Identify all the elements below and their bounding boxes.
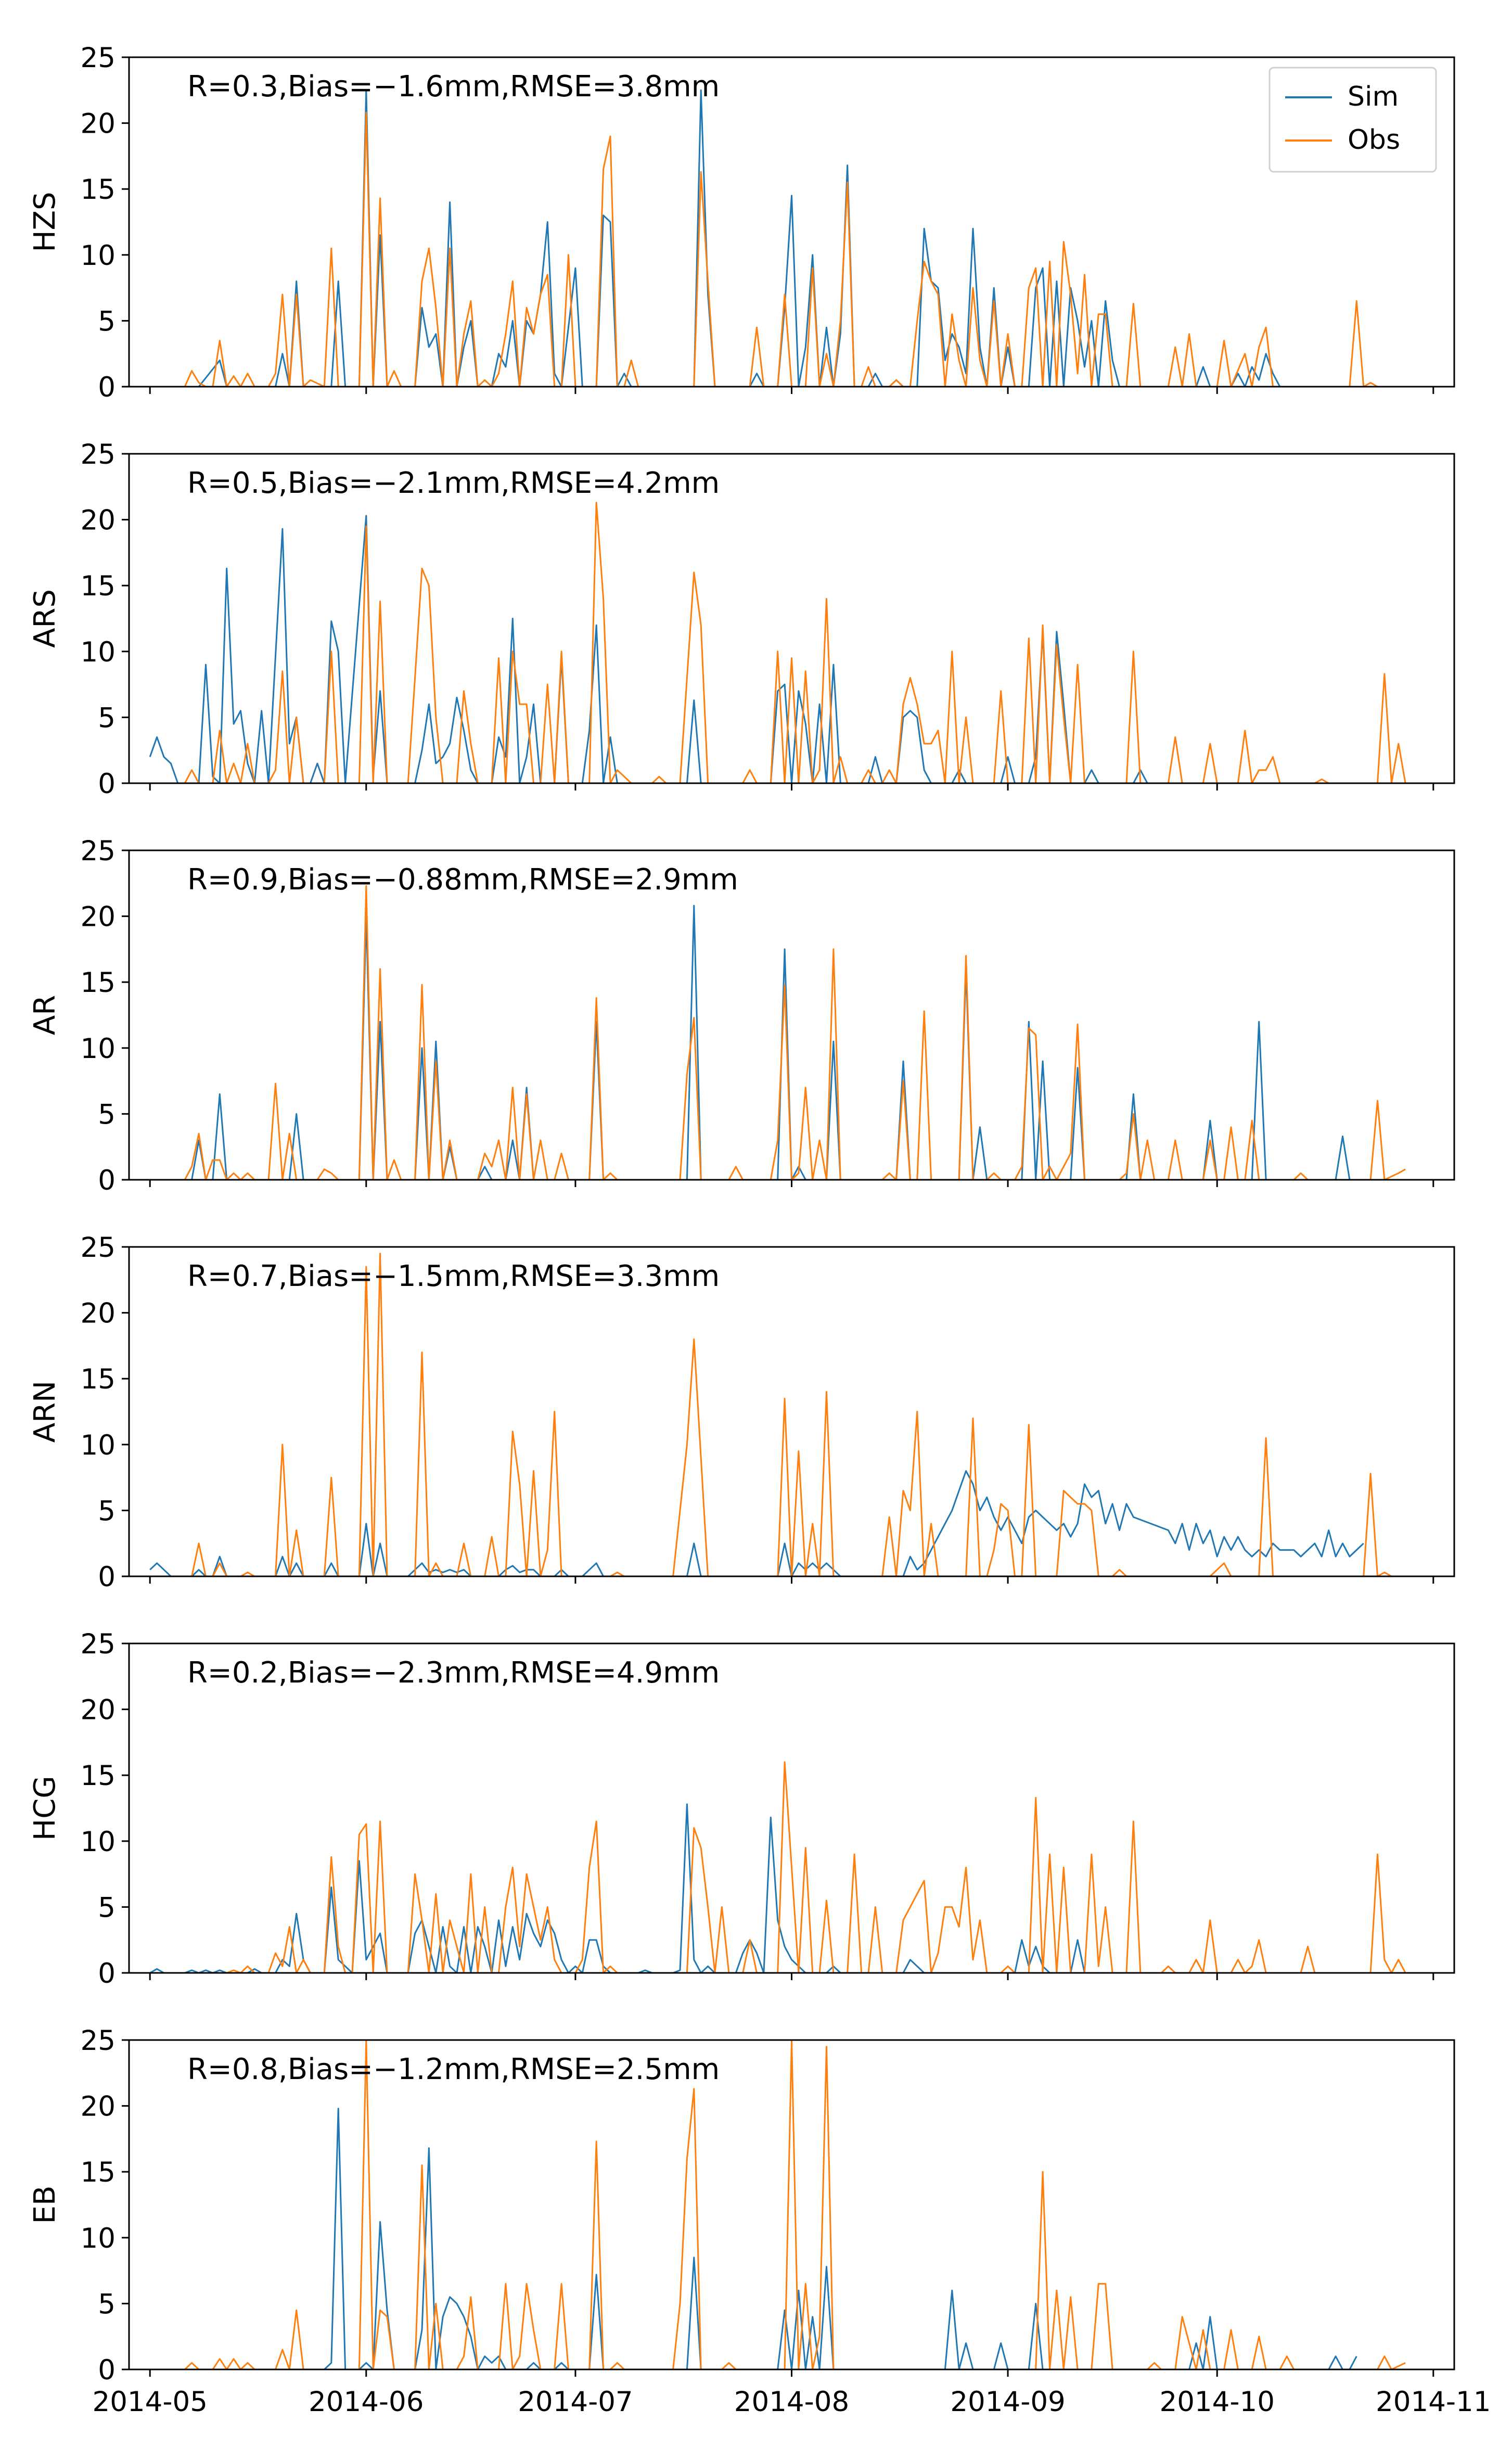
y-tick-label: 20 [81, 1298, 116, 1330]
y-axis-label: ARN [28, 1381, 62, 1443]
y-tick-label: 15 [81, 570, 116, 602]
y-tick-label: 0 [98, 1561, 116, 1593]
y-axis-label: AR [28, 995, 62, 1035]
y-axis-label: HZS [28, 192, 62, 252]
y-axis-label: HCG [28, 1776, 62, 1841]
panel-hzs: 0 5 10 15 20 25 HZS R=0.3,Bias=−1.6mm,RMSE=3.8m… [28, 42, 1455, 403]
y-tick-label: 20 [81, 1694, 116, 1726]
x-tick-label: 2014-05 [92, 2386, 207, 2418]
y-tick-label: 15 [81, 967, 116, 999]
y-tick-label: 20 [81, 901, 116, 933]
stats-annotation: R=0.5,Bias=−2.1mm,RMSE=4.2mm [187, 466, 720, 500]
y-tick-label: 25 [81, 835, 116, 867]
y-tick-label: 10 [81, 636, 116, 668]
legend-obs-label: Obs [1348, 124, 1400, 156]
y-tick-label: 10 [81, 240, 116, 272]
y-tick-label: 25 [81, 1628, 116, 1660]
y-tick-label: 25 [81, 1232, 116, 1264]
legend: Sim Obs [1268, 67, 1437, 173]
y-tick-label: 20 [81, 108, 116, 140]
series-line-sim [198, 89, 1281, 388]
x-tick-label: 2014-06 [309, 2386, 424, 2418]
stats-annotation: R=0.9,Bias=−0.88mm,RMSE=2.9mm [187, 863, 738, 897]
x-tick-label: 2014-10 [1159, 2386, 1274, 2418]
y-tick-label: 25 [81, 2025, 116, 2057]
panels: 0 5 10 15 20 25 HZS R=0.3,Bias=−1.6mm,RMSE=3.8m… [28, 42, 1491, 2418]
stats-annotation: R=0.2,Bias=−2.3mm,RMSE=4.9mm [187, 1656, 720, 1690]
y-tick-label: 10 [81, 1430, 116, 1461]
panel-ar: 0 5 10 15 20 25 AR R=0.9,Bias=−0.88mm,RMSE=2.9m… [28, 835, 1455, 1196]
y-tick-label: 15 [81, 174, 116, 206]
y-tick-label: 0 [98, 372, 116, 403]
y-tick-label: 20 [81, 505, 116, 537]
y-tick-label: 10 [81, 2223, 116, 2254]
y-tick-label: 25 [81, 439, 116, 470]
y-tick-label: 0 [98, 1165, 116, 1196]
y-tick-label: 0 [98, 2354, 116, 2386]
y-tick-label: 5 [98, 2288, 116, 2320]
stats-annotation: R=0.7,Bias=−1.5mm,RMSE=3.3mm [187, 1259, 720, 1293]
y-tick-label: 25 [81, 42, 116, 74]
y-tick-label: 15 [81, 1363, 116, 1395]
y-tick-label: 15 [81, 1760, 116, 1792]
panel-hcg: 0 5 10 15 20 25 HCG R=0.2,Bias=−2.3mm,RMSE=4.9m… [28, 1628, 1455, 1990]
y-tick-label: 5 [98, 702, 116, 734]
legend-sim-label: Sim [1348, 81, 1399, 112]
panel-arn: 0 5 10 15 20 25 ARN R=0.7,Bias=−1.5mm,RMSE=3.3m… [28, 1232, 1455, 1593]
x-tick-label: 2014-07 [518, 2386, 633, 2418]
y-tick-label: 5 [98, 1099, 116, 1130]
x-tick-label: 2014-08 [734, 2386, 849, 2418]
series-line-obs [184, 502, 1406, 784]
legend-frame [1268, 67, 1437, 173]
y-tick-label: 0 [98, 1958, 116, 1990]
y-tick-label: 5 [98, 1892, 116, 1923]
y-tick-label: 5 [98, 1495, 116, 1527]
x-tick-label: 2014-11 [1376, 2386, 1491, 2418]
y-axis-label: EB [28, 2186, 62, 2224]
panel-ars: 0 5 10 15 20 25 ARS R=0.5,Bias=−2.1mm,RMSE=4.2m… [28, 439, 1455, 800]
series-line-obs [191, 1253, 1392, 1577]
y-tick-label: 5 [98, 305, 116, 337]
y-tick-label: 10 [81, 1826, 116, 1858]
y-tick-label: 10 [81, 1033, 116, 1065]
y-tick-label: 20 [81, 2091, 116, 2123]
series-line-obs [184, 885, 1406, 1181]
panel-eb: 0 5 10 15 20 25 EB R=0.8,Bias=−1.2mm,RMSE=2.5mm [28, 2025, 1455, 2386]
series-line-sim [149, 1470, 1364, 1577]
y-axis-label: ARS [28, 589, 62, 648]
y-tick-label: 15 [81, 2157, 116, 2188]
x-tick-label: 2014-09 [950, 2386, 1065, 2418]
y-tick-label: 0 [98, 768, 116, 800]
stats-annotation: R=0.3,Bias=−1.6mm,RMSE=3.8mm [187, 70, 720, 104]
stats-annotation: R=0.8,Bias=−1.2mm,RMSE=2.5mm [187, 2053, 720, 2086]
